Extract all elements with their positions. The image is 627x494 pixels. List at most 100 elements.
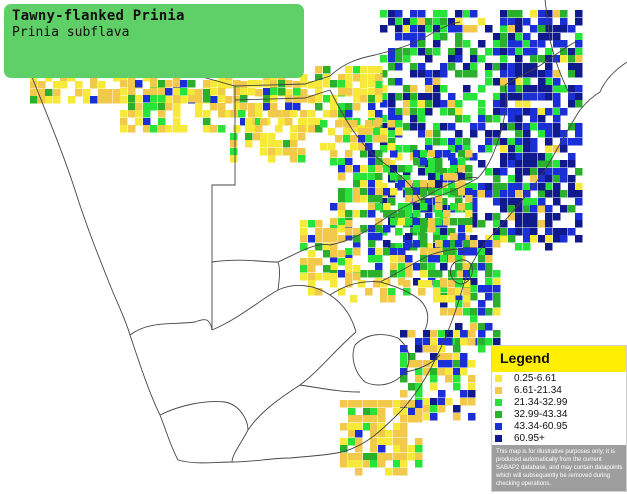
grid-cell [308,110,316,118]
grid-cell [400,445,408,453]
grid-cell [225,96,233,104]
grid-cell [443,240,451,248]
grid-cell [450,158,458,166]
grid-cell [460,368,468,376]
grid-cell [568,55,576,63]
grid-cell [500,153,508,161]
grid-cell [293,88,301,96]
grid-cell [425,280,433,288]
grid-cell [458,203,466,211]
grid-cell [345,158,353,166]
grid-cell [128,103,136,111]
grid-cell [398,278,406,286]
grid-cell [408,360,416,368]
grid-cell [493,293,501,301]
grid-cell [425,93,433,101]
grid-cell [428,158,436,166]
grid-cell [275,148,283,156]
grid-cell [353,88,361,96]
grid-cell [270,80,278,88]
grid-cell [375,263,383,271]
grid-cell [395,48,403,56]
grid-cell [450,233,458,241]
grid-cell [360,150,368,158]
grid-cell [315,243,323,251]
grid-cell [523,63,531,71]
grid-cell [523,78,531,86]
grid-cell [545,10,553,18]
grid-cell [455,18,463,26]
grid-cell [568,175,576,183]
grid-cell [323,228,331,236]
grid-cell [380,100,388,108]
grid-cell [398,203,406,211]
grid-cell [150,103,158,111]
grid-cell [515,130,523,138]
grid-cell [538,175,546,183]
grid-cell [575,168,583,176]
grid-cell [418,33,426,41]
grid-cell [478,263,486,271]
grid-cell [465,203,473,211]
grid-cell [395,108,403,116]
grid-cell [308,265,316,273]
grid-cell [345,233,353,241]
grid-cell [370,445,378,453]
grid-cell [553,145,561,153]
grid-cell [560,85,568,93]
grid-cell [323,250,331,258]
grid-cell [493,330,501,338]
grid-cell [203,118,211,126]
grid-cell [210,88,218,96]
grid-cell [368,233,376,241]
grid-cell [345,110,353,118]
grid-cell [343,120,351,128]
grid-cell [445,338,453,346]
grid-cell [135,95,143,103]
grid-cell [405,188,413,196]
grid-cell [420,218,428,226]
grid-cell [538,183,546,191]
grid-cell [408,353,416,361]
grid-cell [568,205,576,213]
grid-cell [420,248,428,256]
grid-cell [508,205,516,213]
grid-cell [515,145,523,153]
grid-cell [433,130,441,138]
grid-cell [433,228,441,236]
grid-cell [403,48,411,56]
grid-cell [415,368,423,376]
grid-cell [373,120,381,128]
grid-cell [428,165,436,173]
grid-cell [470,213,478,221]
grid-cell [300,235,308,243]
grid-cell [380,93,388,101]
grid-cell [255,125,263,133]
grid-cell [420,158,428,166]
grid-cell [515,205,523,213]
grid-cell [290,148,298,156]
grid-cell [400,468,408,476]
grid-cell [320,143,328,151]
grid-cell [403,280,411,288]
grid-cell [485,293,493,301]
grid-cell [460,338,468,346]
grid-cell [438,360,446,368]
grid-cell [448,153,456,161]
grid-cell [425,205,433,213]
legend-label: 43.34-60.95 [514,421,568,432]
grid-cell [330,150,338,158]
grid-cell [363,423,371,431]
grid-cell [380,25,388,33]
grid-cell [38,81,46,89]
grid-cell [493,63,501,71]
grid-cell [418,10,426,18]
grid-cell [405,203,413,211]
grid-cell [453,383,461,391]
grid-cell [30,96,38,104]
grid-cell [448,63,456,71]
grid-cell [428,218,436,226]
grid-cell [400,330,408,338]
grid-cell [340,438,348,446]
grid-cell [553,93,561,101]
